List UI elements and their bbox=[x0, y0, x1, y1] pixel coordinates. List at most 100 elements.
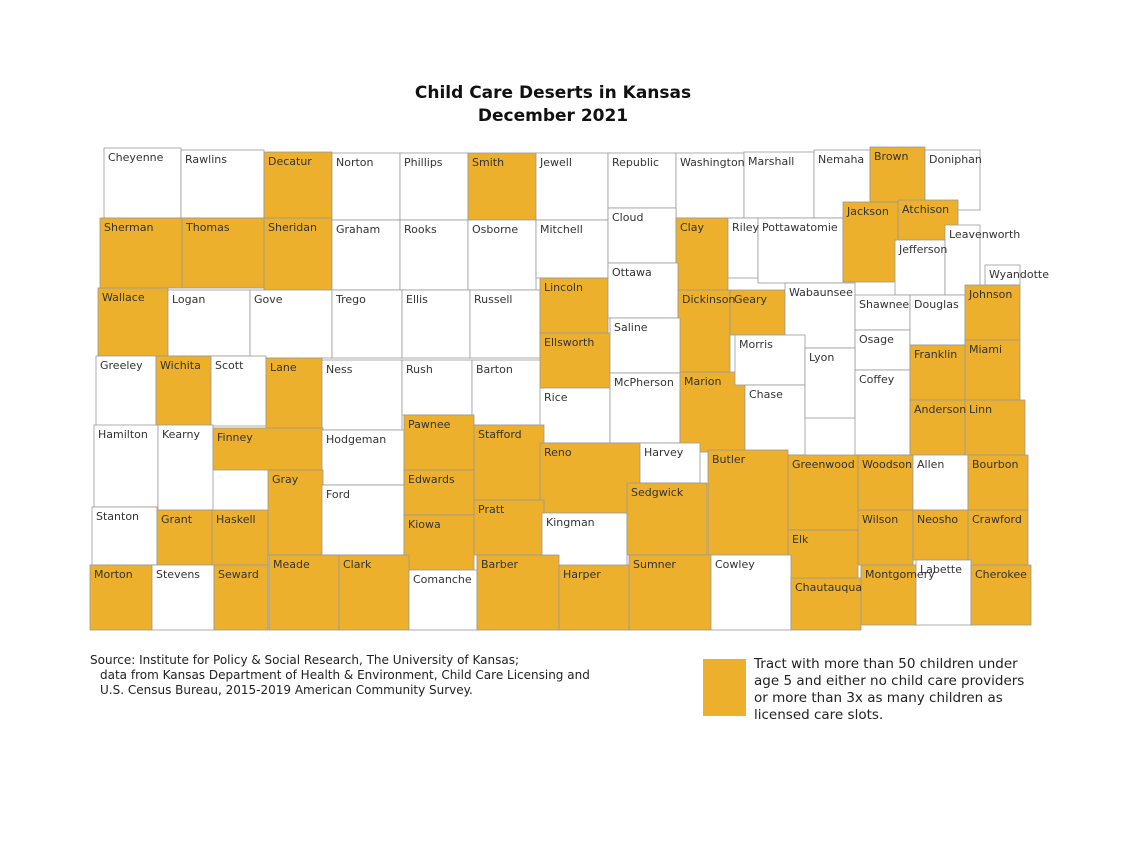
county bbox=[804, 347, 856, 419]
county-label: Woodson bbox=[862, 458, 912, 471]
county bbox=[707, 449, 789, 556]
county bbox=[403, 469, 475, 516]
county-label: McPherson bbox=[614, 376, 674, 389]
county-label: Gove bbox=[254, 293, 283, 306]
county bbox=[609, 317, 681, 374]
county-label: Finney bbox=[217, 431, 253, 444]
county bbox=[535, 219, 609, 279]
county-label: Stevens bbox=[156, 568, 200, 581]
county-label: Doniphan bbox=[929, 153, 982, 166]
county bbox=[915, 559, 972, 626]
county bbox=[539, 277, 609, 334]
county bbox=[467, 219, 537, 291]
county bbox=[944, 224, 981, 296]
county bbox=[401, 289, 471, 359]
county-label: Lane bbox=[270, 361, 297, 374]
county-label: Pratt bbox=[478, 503, 505, 516]
county-label: Morton bbox=[94, 568, 133, 581]
county bbox=[213, 564, 269, 631]
county-label: Ellsworth bbox=[544, 336, 594, 349]
county-label: Grant bbox=[161, 513, 193, 526]
county-label: Franklin bbox=[914, 348, 957, 361]
county bbox=[268, 554, 340, 631]
county bbox=[790, 577, 862, 631]
county bbox=[99, 217, 183, 289]
legend-text: age 5 and either no child care providers bbox=[754, 673, 1024, 689]
county-label: Brown bbox=[874, 150, 909, 163]
county bbox=[909, 344, 966, 401]
county-label: Bourbon bbox=[972, 458, 1018, 471]
county bbox=[675, 217, 729, 291]
legend-text: or more than 3x as many children as bbox=[754, 690, 1003, 706]
county-label: Smith bbox=[472, 156, 504, 169]
counties: Cheyenne Rawlins Decatur Norton Phillips Smit… bbox=[89, 146, 1049, 631]
county bbox=[743, 151, 815, 219]
legend-text: Tract with more than 50 children under bbox=[753, 656, 1018, 672]
county-label: Cowley bbox=[715, 558, 755, 571]
county-label: Kiowa bbox=[408, 518, 441, 531]
county bbox=[89, 564, 153, 631]
county-label: Allen bbox=[917, 458, 944, 471]
county bbox=[967, 509, 1029, 566]
county-label: Reno bbox=[544, 446, 572, 459]
map-subtitle: December 2021 bbox=[478, 106, 628, 126]
county-label: Montgomery bbox=[865, 568, 935, 581]
county-label: Rush bbox=[406, 363, 433, 376]
county bbox=[156, 509, 213, 566]
county bbox=[869, 146, 926, 203]
county bbox=[897, 199, 959, 241]
county-label: Logan bbox=[172, 293, 205, 306]
county-label: Marion bbox=[684, 375, 722, 388]
county bbox=[787, 529, 859, 579]
county-label: Atchison bbox=[902, 203, 949, 216]
county-label: Clay bbox=[680, 221, 704, 234]
county-label: Harvey bbox=[644, 446, 684, 459]
county-label: Osage bbox=[859, 333, 894, 346]
county-label: Lincoln bbox=[544, 281, 583, 294]
county-label: Hodgeman bbox=[326, 433, 386, 446]
county bbox=[607, 207, 677, 264]
county bbox=[467, 152, 537, 221]
county bbox=[609, 372, 681, 444]
county bbox=[964, 399, 1026, 456]
county bbox=[970, 564, 1032, 626]
county-label: Sherman bbox=[104, 221, 154, 234]
county-label: Rooks bbox=[404, 223, 437, 236]
county-label: Jewell bbox=[539, 156, 572, 169]
county bbox=[964, 284, 1021, 341]
county bbox=[211, 509, 269, 566]
county-label: Kearny bbox=[162, 428, 200, 441]
county bbox=[787, 454, 859, 531]
county-label: Ford bbox=[326, 488, 350, 501]
county-label: Shawnee bbox=[859, 298, 909, 311]
county-label: Linn bbox=[969, 403, 992, 416]
county-label: Morris bbox=[739, 338, 773, 351]
county-label: Edwards bbox=[408, 473, 455, 486]
county bbox=[408, 569, 478, 631]
county bbox=[151, 564, 215, 631]
county bbox=[399, 219, 469, 291]
county-label: Dickinson bbox=[682, 293, 735, 306]
county bbox=[321, 429, 405, 486]
county-label: Chautauqua bbox=[795, 581, 862, 594]
source-text: U.S. Census Bureau, 2015-2019 American C… bbox=[100, 683, 473, 697]
county bbox=[729, 289, 786, 336]
county-label: Republic bbox=[612, 156, 659, 169]
county bbox=[321, 359, 403, 431]
county bbox=[399, 152, 469, 221]
county bbox=[967, 454, 1029, 511]
county-label: Osborne bbox=[472, 223, 518, 236]
county-label: Stanton bbox=[96, 510, 139, 523]
county-label: Wyandotte bbox=[989, 268, 1049, 281]
county bbox=[842, 201, 899, 283]
county-label: Thomas bbox=[185, 221, 230, 234]
county-label: Haskell bbox=[216, 513, 256, 526]
county-label: Coffey bbox=[859, 373, 895, 386]
county bbox=[628, 554, 712, 631]
county-label: Comanche bbox=[413, 573, 472, 586]
county-label: Geary bbox=[734, 293, 768, 306]
county-label: Douglas bbox=[914, 298, 959, 311]
county-label: Jackson bbox=[846, 205, 889, 218]
county-label: Lyon bbox=[809, 351, 834, 364]
county bbox=[403, 414, 475, 471]
